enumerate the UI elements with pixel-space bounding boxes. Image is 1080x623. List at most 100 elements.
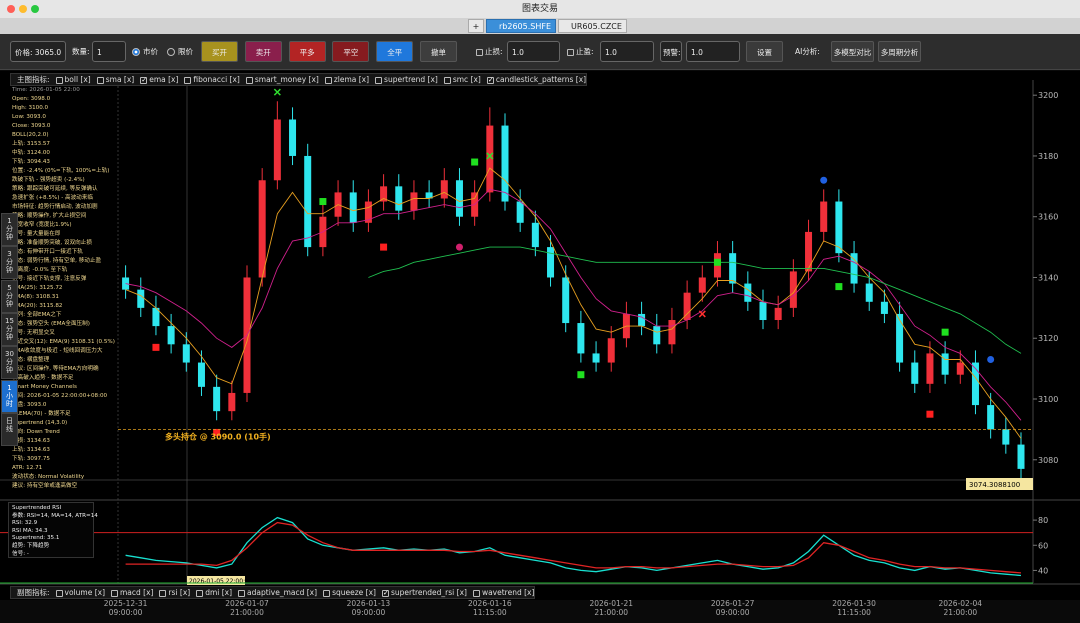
position-label: 多头持仓 @ 3090.0 (10手)	[165, 431, 271, 441]
timeframe-button[interactable]: 1小时	[1, 379, 18, 413]
checkbox-box[interactable]	[245, 76, 253, 84]
checkbox-box[interactable]	[184, 76, 192, 84]
indicator-toggle[interactable]: adaptive_macd [x]	[238, 588, 317, 597]
checkbox-box[interactable]	[55, 589, 63, 597]
order-button[interactable]: 卖开	[244, 41, 282, 62]
checkbox-box[interactable]	[567, 48, 574, 56]
order-type[interactable]: 市价	[132, 41, 158, 62]
take-profit-input[interactable]: 1.0	[600, 41, 654, 62]
indicator-toggle[interactable]: dmi [x]	[196, 588, 232, 597]
ai-button[interactable]: 多周期分析	[878, 41, 921, 62]
indicator-toggle[interactable]: supertrended_rsi [x]	[381, 588, 467, 599]
crosshair-time-box	[187, 576, 245, 585]
alert-input[interactable]: 1.0	[686, 41, 740, 62]
checkbox-box[interactable]	[96, 76, 104, 84]
order-button[interactable]: 平多	[288, 41, 326, 62]
settings-button[interactable]: 设置	[746, 41, 783, 62]
stop-loss-input[interactable]: 1.0	[507, 41, 560, 62]
indicator-toggle[interactable]: sma [x]	[96, 75, 135, 84]
checkbox-box[interactable]	[476, 48, 483, 56]
add-tab[interactable]: +	[468, 19, 484, 33]
info-line: 排列: 全部EMA之下	[12, 312, 62, 318]
info-line: 急速扩张 (+8.5%) - 高波动来临	[12, 195, 93, 201]
checkbox-box[interactable]	[238, 589, 246, 597]
minimize-button[interactable]	[19, 5, 27, 13]
tab[interactable]: UR605.CZCE	[558, 19, 627, 33]
info-line: Low: 3093.0	[12, 114, 46, 120]
checkbox-box[interactable]	[111, 589, 118, 597]
timeframe-button[interactable]: 5分钟	[1, 279, 18, 313]
info-line: RSI MA: 34.3	[12, 527, 48, 534]
indicator-toggle[interactable]: fibonacci [x]	[184, 75, 240, 84]
checkbox-label: 止损:	[485, 47, 503, 56]
candle-body	[577, 323, 585, 354]
checkbox-box[interactable]	[323, 589, 331, 597]
main-indicator-row: 主图指标: boll [x] sma [x] ema [x] fibonacci [x]…	[10, 73, 588, 86]
indicator-toggle[interactable]: zlema [x]	[324, 75, 369, 84]
indicator-toggle[interactable]: smart_money [x]	[245, 75, 319, 84]
indicator-toggle[interactable]: supertrend [x]	[375, 75, 438, 84]
candle-body	[228, 392, 236, 412]
checkbox-box[interactable]	[140, 75, 148, 86]
radio[interactable]	[132, 48, 140, 56]
info-line: 位置: -2.4% (0%=下轨, 100%=上轨)	[12, 168, 110, 174]
checkbox[interactable]: 止损:	[476, 41, 503, 62]
checkbox[interactable]: 止盈:	[567, 41, 594, 62]
order-button[interactable]: 买开	[201, 41, 238, 62]
checkbox-box[interactable]	[159, 589, 167, 597]
ai-label: AI分析:	[795, 47, 820, 56]
candle-body	[896, 313, 904, 363]
checkbox-box[interactable]	[472, 589, 480, 597]
indicator-toggle[interactable]: volume [x]	[55, 588, 105, 597]
x-tick-label: 2026-01-13 09:00:00	[346, 599, 391, 617]
indicator-label: volume [x]	[64, 588, 105, 597]
info-line: 下轨: 3094.43	[12, 159, 50, 165]
zoom-button[interactable]	[31, 5, 39, 13]
indicator-toggle[interactable]: smc [x]	[443, 75, 481, 84]
indicator-toggle[interactable]: rsi [x]	[159, 588, 190, 597]
timeframe-button[interactable]: 15分钟	[1, 312, 18, 346]
checkbox-box[interactable]	[443, 76, 451, 84]
row-label: 主图指标:	[17, 75, 50, 84]
indicator-label: macd [x]	[120, 588, 154, 597]
checkbox-box[interactable]	[324, 76, 332, 84]
tab[interactable]: rb2605.SHFE	[486, 19, 557, 33]
indicator-toggle[interactable]: ema [x]	[140, 75, 178, 86]
indicator-toggle[interactable]: squeeze [x]	[323, 588, 376, 597]
indicator-toggle[interactable]: macd [x]	[111, 588, 153, 597]
info-line: 趋势: 下降趋势	[12, 542, 50, 549]
info-line: 偏离度: -0.0% 至下轨	[12, 267, 68, 273]
pattern-marker	[713, 258, 721, 266]
indicator-toggle[interactable]: boll [x]	[55, 75, 91, 84]
order-button[interactable]: 全平	[376, 41, 414, 62]
timeframe-button[interactable]: 日线	[1, 412, 18, 446]
order-type[interactable]: 限价	[167, 41, 193, 62]
radio[interactable]	[167, 48, 175, 56]
candle-body	[501, 125, 509, 202]
candle-body	[410, 192, 418, 211]
ai-button[interactable]: 多模型对比	[831, 41, 874, 62]
checkbox-box[interactable]	[486, 75, 494, 86]
timeframe-button[interactable]: 30分钟	[1, 346, 18, 380]
timeframe-button[interactable]: 1分钟	[1, 213, 18, 246]
indicator-toggle[interactable]: candlestick_patterns [x]	[486, 75, 586, 86]
candle-body	[1002, 429, 1010, 445]
order-button[interactable]: 撤单	[420, 41, 457, 62]
checkbox-box[interactable]	[381, 588, 389, 599]
indicator-toggle[interactable]: wavetrend [x]	[472, 588, 534, 597]
indicator-label: sma [x]	[105, 75, 135, 84]
qty-input[interactable]: 1	[92, 41, 126, 62]
info-line: 下轨: 3097.75	[12, 456, 50, 462]
x-tick-label: 2026-01-27 09:00:00	[710, 599, 755, 617]
close-button[interactable]	[7, 5, 15, 13]
indicator-label: boll [x]	[64, 75, 91, 84]
candle-body	[395, 186, 403, 211]
timeframe-button[interactable]: 3分钟	[1, 246, 18, 280]
checkbox-box[interactable]	[196, 589, 204, 597]
info-line: EMA收敛度与极近 - 短线回调压力大	[12, 348, 103, 354]
candle-body	[638, 313, 646, 327]
order-button[interactable]: 平空	[332, 41, 370, 62]
checkbox-box[interactable]	[375, 76, 383, 84]
checkbox-box[interactable]	[55, 76, 63, 84]
